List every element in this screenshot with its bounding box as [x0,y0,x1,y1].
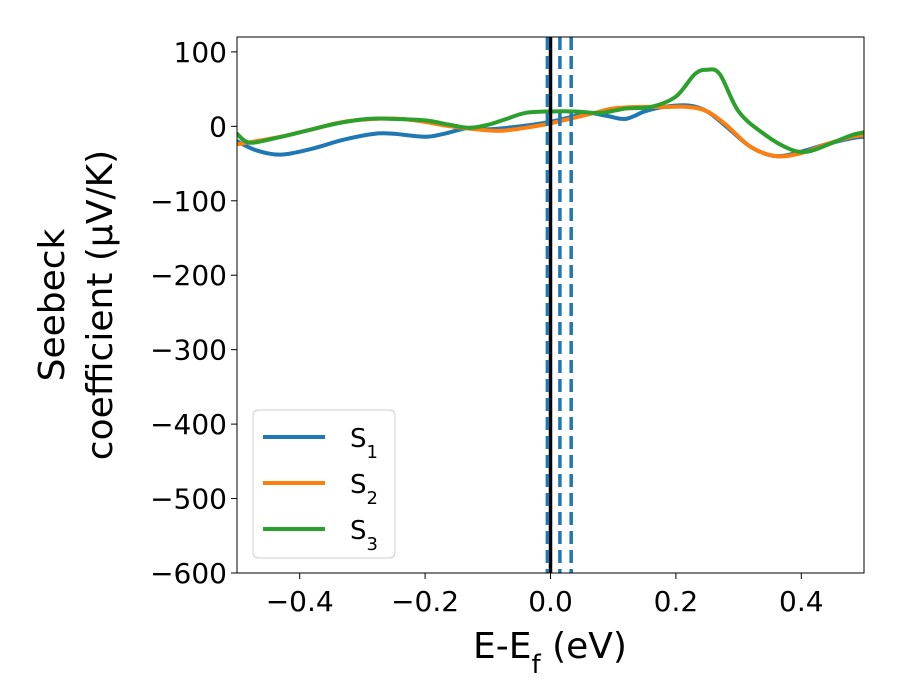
y-tick-label: −300 [150,334,227,367]
y-tick-label: −400 [150,408,227,441]
legend-label-s3: S3 [350,516,378,555]
series-line-s3 [237,67,864,155]
y-tick-label: −200 [150,259,227,292]
legend: S1 S2 S3 [252,409,396,559]
y-tick-label: −100 [150,185,227,218]
x-tick-label: 0.2 [654,585,699,618]
y-tick-label: −600 [150,557,227,590]
x-tick-label: 0.0 [528,585,573,618]
x-tick-label: 0.4 [779,585,824,618]
y-axis-label-line2: coefficient (μV/K) [80,150,121,460]
legend-label-s1: S1 [350,424,378,463]
y-axis-label-line1: Seebeck [32,228,73,381]
x-tick-label: −0.2 [391,585,459,618]
legend-label-s2: S2 [350,470,378,509]
y-tick-label: −500 [150,483,227,516]
x-axis-label: E-Ef (eV) [473,626,627,680]
y-tick-label: 0 [209,110,227,143]
x-tick-label: −0.4 [266,585,334,618]
y-tick-label: 100 [174,36,227,69]
